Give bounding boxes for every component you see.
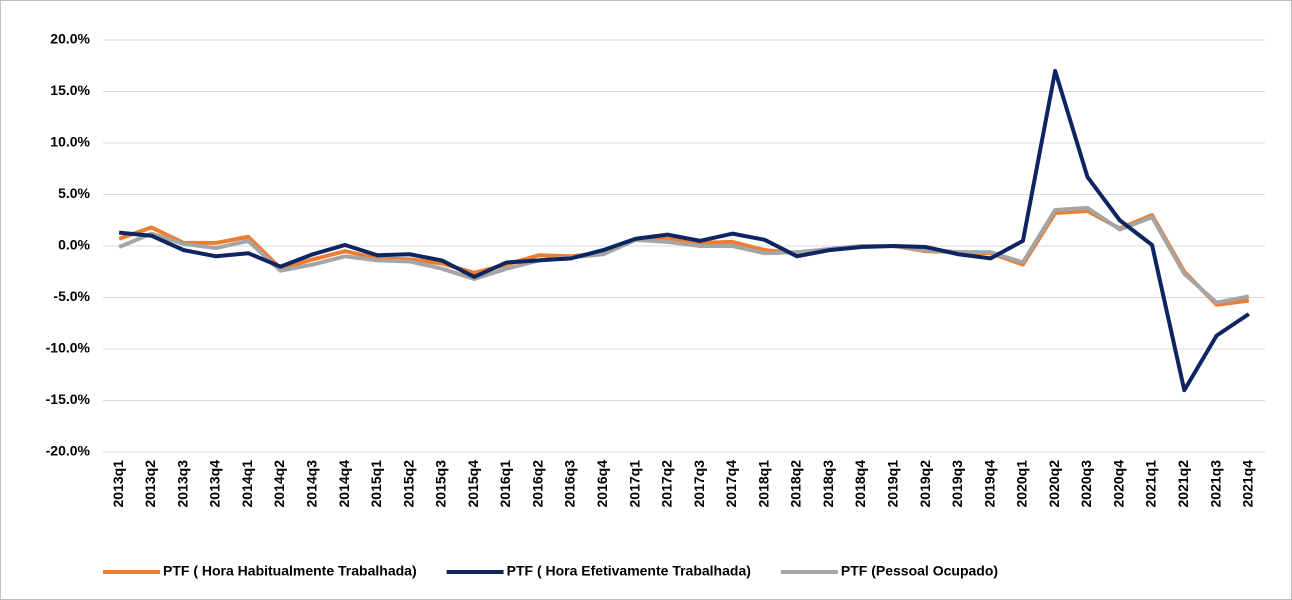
x-tick-label: 2018q1 bbox=[755, 460, 771, 508]
legend-label: PTF ( Hora Efetivamente Trabalhada) bbox=[507, 563, 751, 579]
x-tick-label: 2015q4 bbox=[465, 460, 481, 508]
y-tick-label: -5.0% bbox=[53, 288, 90, 304]
x-tick-label: 2014q4 bbox=[336, 460, 352, 508]
x-tick-label: 2018q3 bbox=[820, 460, 836, 508]
x-tick-label: 2017q1 bbox=[626, 460, 642, 508]
y-tick-label: 0.0% bbox=[58, 237, 90, 253]
x-tick-label: 2018q4 bbox=[852, 460, 868, 508]
x-tick-label: 2015q1 bbox=[368, 460, 384, 508]
x-tick-label: 2015q3 bbox=[433, 460, 449, 508]
series-line bbox=[118, 208, 1250, 307]
x-tick-label: 2014q3 bbox=[304, 460, 320, 508]
x-tick-label: 2013q4 bbox=[207, 460, 223, 508]
x-tick-label: 2019q3 bbox=[949, 460, 965, 508]
x-tick-label: 2019q1 bbox=[885, 460, 901, 508]
x-tick-label: 2021q4 bbox=[1240, 460, 1256, 508]
x-tick-label: 2020q1 bbox=[1014, 460, 1030, 508]
x-tick-label: 2021q2 bbox=[1175, 460, 1191, 508]
y-tick-label: 5.0% bbox=[58, 185, 90, 201]
y-tick-label: -10.0% bbox=[46, 340, 91, 356]
y-tick-label: -20.0% bbox=[46, 443, 91, 459]
x-tick-label: 2017q2 bbox=[659, 460, 675, 508]
y-tick-label: -15.0% bbox=[46, 391, 91, 407]
legend-label: PTF ( Hora Habitualmente Trabalhada) bbox=[163, 563, 417, 579]
series-line bbox=[118, 205, 1250, 305]
x-tick-label: 2017q3 bbox=[691, 460, 707, 508]
x-tick-label: 2016q1 bbox=[497, 460, 513, 508]
x-tick-label: 2016q3 bbox=[562, 460, 578, 508]
x-tick-label: 2018q2 bbox=[788, 460, 804, 508]
x-tick-label: 2021q3 bbox=[1207, 460, 1223, 508]
x-tick-label: 2014q2 bbox=[271, 460, 287, 508]
y-tick-label: 10.0% bbox=[50, 134, 90, 150]
x-tick-label: 2016q2 bbox=[529, 460, 545, 508]
x-tick-label: 2015q2 bbox=[400, 460, 416, 508]
x-tick-label: 2020q4 bbox=[1110, 460, 1126, 508]
x-tick-label: 2020q3 bbox=[1078, 460, 1094, 508]
x-tick-label: 2013q1 bbox=[110, 460, 126, 508]
x-tick-label: 2019q2 bbox=[917, 460, 933, 508]
x-tick-label: 2013q2 bbox=[142, 460, 158, 508]
x-tick-label: 2014q1 bbox=[239, 460, 255, 508]
series-line bbox=[118, 68, 1250, 393]
x-tick-label: 2017q4 bbox=[723, 460, 739, 508]
x-tick-label: 2021q1 bbox=[1143, 460, 1159, 508]
legend-label: PTF (Pessoal Ocupado) bbox=[841, 563, 998, 579]
x-tick-label: 2013q3 bbox=[174, 460, 190, 508]
y-tick-label: 15.0% bbox=[50, 82, 90, 98]
x-tick-label: 2019q4 bbox=[981, 460, 997, 508]
y-tick-label: 20.0% bbox=[50, 31, 90, 47]
x-tick-label: 2016q4 bbox=[594, 460, 610, 508]
x-tick-label: 2020q2 bbox=[1046, 460, 1062, 508]
